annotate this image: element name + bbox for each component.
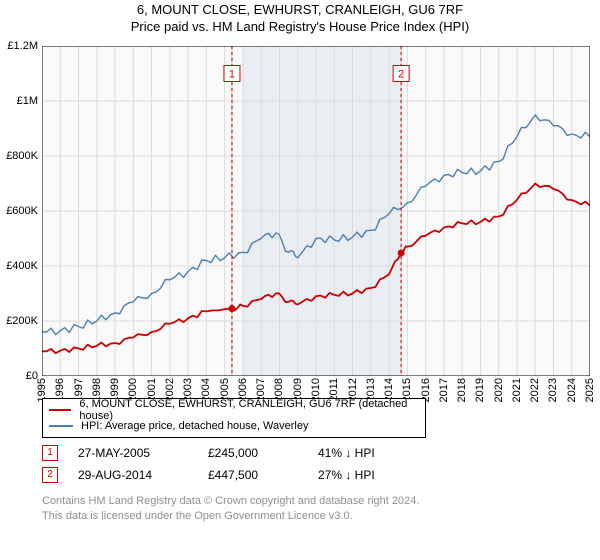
x-tick-label: 2017 [438, 378, 450, 402]
chart-container: 6, MOUNT CLOSE, EWHURST, CRANLEIGH, GU6 … [0, 0, 600, 560]
footer-line-2: This data is licensed under the Open Gov… [42, 509, 419, 524]
y-tick-label: £800K [2, 150, 38, 162]
footer-line-1: Contains HM Land Registry data © Crown c… [42, 494, 419, 509]
legend-swatch-icon [49, 425, 73, 427]
plot-area: 12 [42, 46, 590, 376]
sale-pct: 27% ↓ HPI [318, 468, 428, 482]
svg-text:2: 2 [398, 69, 404, 81]
legend-item-price-paid: 6, MOUNT CLOSE, EWHURST, CRANLEIGH, GU6 … [49, 402, 419, 418]
y-tick-label: £1M [2, 95, 38, 107]
y-tick-label: £600K [2, 205, 38, 217]
sale-row: 2 29-AUG-2014 £447,500 27% ↓ HPI [42, 464, 428, 486]
x-tick-label: 2021 [511, 378, 523, 402]
y-tick-label: £200K [2, 315, 38, 327]
title-line-2: Price paid vs. HM Land Registry's House … [0, 19, 600, 34]
y-tick-label: £0 [2, 370, 38, 382]
y-tick-label: £1.2M [2, 40, 38, 52]
legend-label: 6, MOUNT CLOSE, EWHURST, CRANLEIGH, GU6 … [79, 398, 419, 422]
x-tick-label: 2024 [566, 378, 578, 402]
x-tick-label: 2022 [529, 378, 541, 402]
svg-text:1: 1 [229, 69, 235, 81]
x-tick-label: 2025 [584, 378, 596, 402]
sale-pct: 41% ↓ HPI [318, 446, 428, 460]
title-line-1: 6, MOUNT CLOSE, EWHURST, CRANLEIGH, GU6 … [0, 2, 600, 17]
legend-swatch-icon [49, 409, 71, 411]
sale-row: 1 27-MAY-2005 £245,000 41% ↓ HPI [42, 442, 428, 464]
x-tick-label: 2018 [456, 378, 468, 402]
footer: Contains HM Land Registry data © Crown c… [42, 494, 419, 524]
sale-price: £245,000 [208, 446, 318, 460]
x-tick-label: 2020 [493, 378, 505, 402]
chart-title: 6, MOUNT CLOSE, EWHURST, CRANLEIGH, GU6 … [0, 2, 600, 34]
sale-date: 29-AUG-2014 [78, 468, 208, 482]
sales-table: 1 27-MAY-2005 £245,000 41% ↓ HPI 2 29-AU… [42, 442, 428, 486]
x-tick-label: 2019 [474, 378, 486, 402]
sale-marker-icon: 1 [42, 445, 58, 461]
sale-date: 27-MAY-2005 [78, 446, 208, 460]
sale-marker-icon: 2 [42, 467, 58, 483]
x-tick-label: 2023 [547, 378, 559, 402]
y-tick-label: £400K [2, 260, 38, 272]
legend-label: HPI: Average price, detached house, Wave… [81, 420, 308, 432]
legend: 6, MOUNT CLOSE, EWHURST, CRANLEIGH, GU6 … [42, 398, 426, 438]
sale-price: £447,500 [208, 468, 318, 482]
